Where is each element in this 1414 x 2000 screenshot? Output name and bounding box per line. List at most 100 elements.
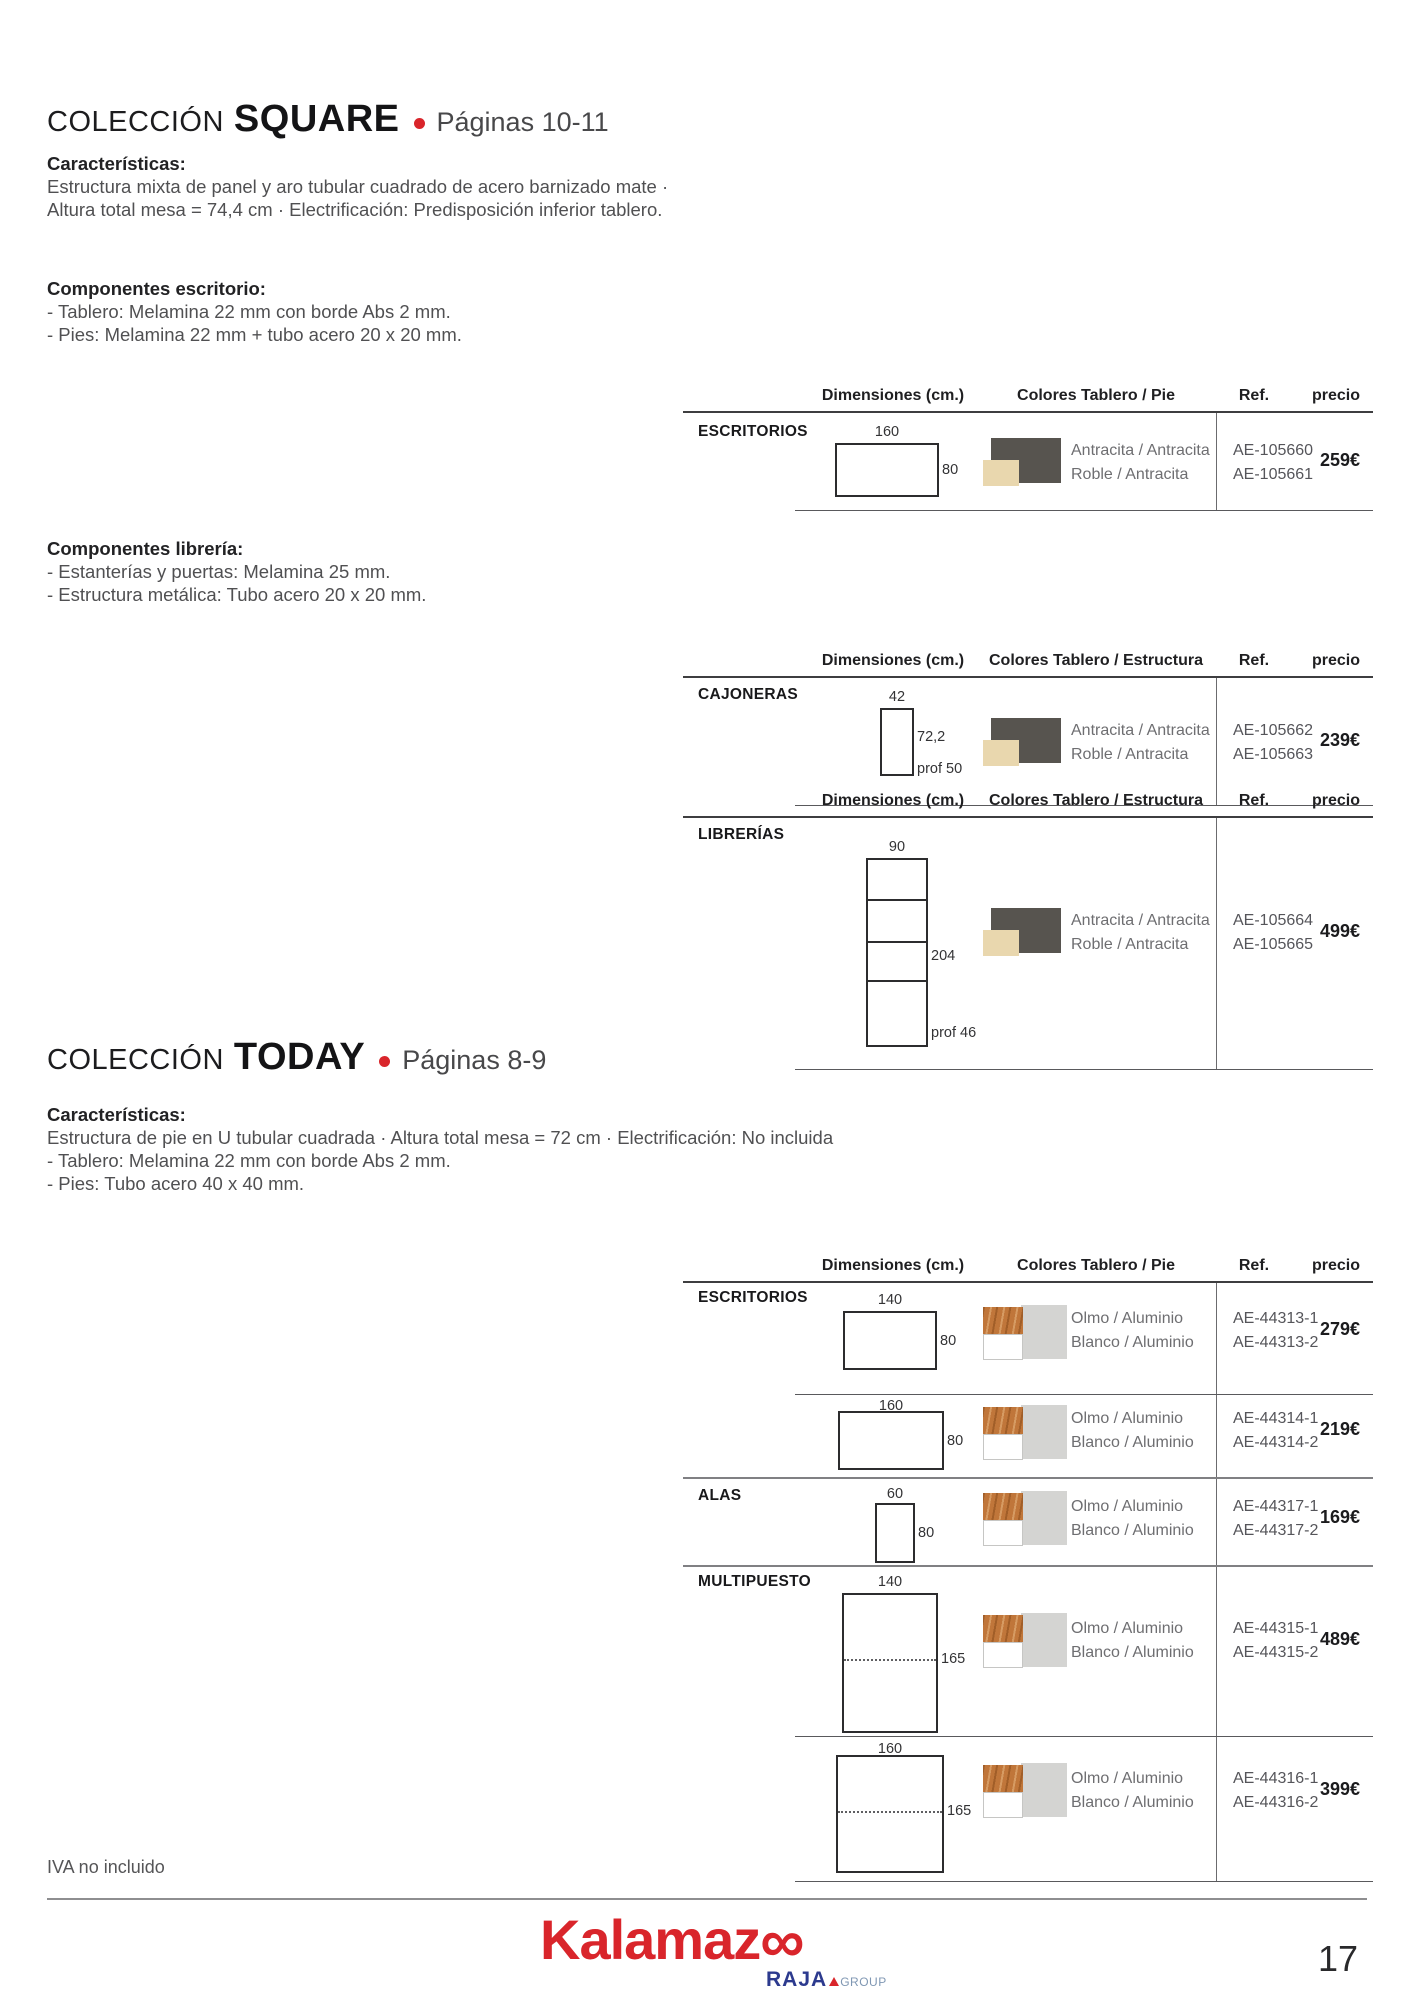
componentes-escritorio: Componentes escritorio: - Tablero: Melam…	[47, 277, 462, 346]
ref-value: AE-44315-2	[1233, 1644, 1319, 1661]
table-header: Dimensiones (cm.) Colores Tablero / Pie …	[683, 1255, 1373, 1283]
color-name: Antracita / Antracita	[1071, 912, 1210, 929]
color-names: Olmo / Aluminio Blanco / Aluminio	[1071, 1767, 1194, 1815]
color-swatch	[983, 908, 1067, 964]
group-label: ESCRITORIOS	[698, 423, 808, 440]
color-name: Blanco / Aluminio	[1071, 1334, 1194, 1351]
table-header: Dimensiones (cm.) Colores Tablero / Estr…	[683, 650, 1373, 678]
section-title-today: COLECCIÓN TODAY Páginas 8-9	[47, 1036, 546, 1079]
table-row: ESCRITORIOS 140 80 Olmo / Aluminio Blanc…	[683, 1283, 1373, 1395]
color-swatch	[983, 438, 1067, 494]
header-dimensiones: Dimensiones (cm.)	[821, 387, 965, 404]
group-label: LIBRERÍAS	[698, 826, 785, 843]
table-header: Dimensiones (cm.) Colores Tablero / Pie …	[683, 385, 1373, 413]
collection-label: COLECCIÓN	[47, 106, 224, 138]
width-label: 140	[877, 1574, 903, 1590]
color-names: Antracita / Antracita Roble / Antracita	[1071, 719, 1210, 767]
color-name: Olmo / Aluminio	[1071, 1310, 1184, 1327]
dimension-diagram-multipuesto: 160 165	[836, 1741, 971, 1873]
ref-value: AE-105661	[1233, 466, 1314, 483]
header-ref: Ref.	[1238, 387, 1270, 404]
header-precio: precio	[1311, 792, 1360, 809]
refs: AE-105660 AE-105661	[1233, 439, 1313, 487]
ref-value: AE-44315-1	[1233, 1620, 1319, 1637]
group-label: ESCRITORIOS	[698, 1289, 808, 1306]
height-label: 165	[941, 1650, 966, 1667]
iva-note: IVA no incluido	[47, 1857, 165, 1877]
aluminio-swatch	[1021, 1405, 1067, 1459]
group-label: ALAS	[698, 1487, 742, 1504]
section-title-square: COLECCIÓN SQUARE Páginas 10-11	[47, 98, 609, 141]
height-label: 80	[940, 1332, 957, 1349]
color-names: Olmo / Aluminio Blanco / Aluminio	[1071, 1307, 1194, 1355]
table-row: ESCRITORIOS 160 80 Antracita / Antracita…	[683, 413, 1373, 511]
group-label: CAJONERAS	[698, 686, 799, 703]
row-border	[795, 805, 1373, 806]
componentes-line: - Estanterías y puertas: Melamina 25 mm.	[47, 561, 391, 582]
width-label: 90	[888, 839, 906, 855]
dimension-diagram-desk: 160 80	[835, 424, 958, 497]
red-bullet-icon	[413, 118, 425, 130]
color-names: Antracita / Antracita Roble / Antracita	[1071, 439, 1210, 487]
color-swatch	[983, 1305, 1067, 1361]
row-border	[795, 1881, 1373, 1882]
componentes-line: - Pies: Melamina 22 mm + tubo acero 20 x…	[47, 324, 462, 345]
componentes-line: - Estructura metálica: Tubo acero 20 x 2…	[47, 584, 427, 605]
ref-value: AE-105662	[1233, 722, 1314, 739]
height-label: 80	[942, 462, 959, 478]
color-name: Blanco / Aluminio	[1071, 1522, 1194, 1539]
aluminio-swatch	[1021, 1763, 1067, 1817]
caracteristicas-line: - Tablero: Melamina 22 mm con borde Abs …	[47, 1150, 451, 1171]
dimension-diagram-bookcase: 90 204 prof 46	[866, 839, 976, 1047]
olmo-swatch	[983, 1493, 1023, 1520]
olmo-swatch	[983, 1765, 1023, 1792]
ref-value: AE-44314-1	[1233, 1410, 1319, 1427]
depth-label: prof 46	[931, 1025, 977, 1041]
price: 489€	[1319, 1629, 1361, 1649]
section-border	[683, 1477, 1373, 1479]
componentes-line: - Tablero: Melamina 22 mm con borde Abs …	[47, 301, 451, 322]
table-cajoneras: Dimensiones (cm.) Colores Tablero / Estr…	[683, 650, 1373, 806]
infinity-oo-icon: ∞	[760, 1907, 805, 1976]
price: 499€	[1319, 921, 1361, 941]
header-dimensiones: Dimensiones (cm.)	[821, 652, 965, 669]
depth-label: prof 50	[917, 761, 963, 777]
ref-value: AE-44313-2	[1233, 1334, 1319, 1351]
footer-divider	[47, 1898, 1367, 1900]
collection-name: TODAY	[233, 1036, 366, 1078]
color-swatch	[983, 1763, 1067, 1819]
ref-value: AE-44317-2	[1233, 1522, 1319, 1539]
ref-value: AE-105660	[1233, 442, 1314, 459]
color-swatch	[983, 1613, 1067, 1669]
ref-value: AE-44313-1	[1233, 1310, 1319, 1327]
dimension-diagram-desk: 160 80	[838, 1398, 963, 1470]
color-name: Olmo / Aluminio	[1071, 1410, 1184, 1427]
color-name: Antracita / Antracita	[1071, 442, 1210, 459]
price: 239€	[1319, 730, 1361, 750]
raja-group-logo: RAJA GROUP	[766, 1968, 887, 1992]
price: 399€	[1319, 1779, 1361, 1799]
refs: AE-44317-1 AE-44317-2	[1233, 1495, 1318, 1543]
color-swatch	[983, 1491, 1067, 1547]
header-ref: Ref.	[1238, 1257, 1270, 1274]
table-square-escritorios: Dimensiones (cm.) Colores Tablero / Pie …	[683, 385, 1373, 511]
red-bullet-icon	[379, 1056, 391, 1068]
refs: AE-105662 AE-105663	[1233, 719, 1313, 767]
table-row: 160 80 Olmo / Aluminio Blanco / Aluminio…	[683, 1395, 1373, 1479]
dimension-diagram-desk: 140 80	[843, 1292, 956, 1370]
width-label: 42	[888, 689, 906, 705]
aluminio-swatch	[1021, 1491, 1067, 1545]
header-ref: Ref.	[1238, 792, 1270, 809]
caracteristicas-title: Características:	[47, 153, 186, 174]
color-name: Blanco / Aluminio	[1071, 1434, 1194, 1451]
olmo-swatch	[983, 1307, 1023, 1334]
antracita-swatch	[1019, 936, 1061, 953]
color-name: Olmo / Aluminio	[1071, 1770, 1184, 1787]
price: 219€	[1319, 1419, 1361, 1439]
dimension-diagram-multipuesto: 140 165	[842, 1574, 965, 1733]
ref-value: AE-105665	[1233, 936, 1314, 953]
header-colores: Colores Tablero / Pie	[1017, 387, 1175, 404]
header-precio: precio	[1311, 1257, 1360, 1274]
section-border	[683, 1565, 1373, 1567]
caracteristicas-square: Características: Estructura mixta de pan…	[47, 152, 668, 221]
